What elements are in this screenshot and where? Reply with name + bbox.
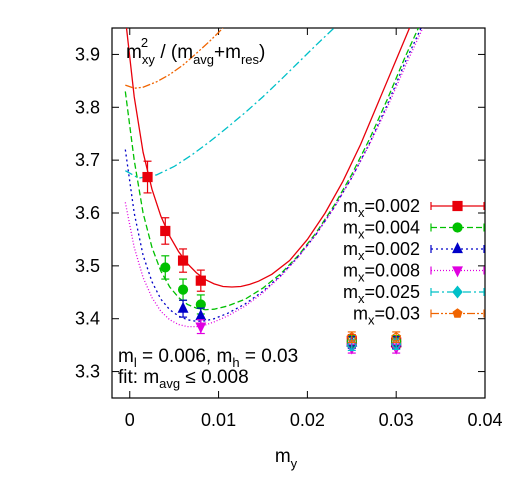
data-point-series-2 [177,278,189,301]
legend-item-6: mx=0.03 [353,304,485,328]
legend-marker [452,285,463,299]
fit-curve-series-6 [125,28,224,89]
data-point-series-1 [195,269,206,292]
axis-ticks: 0 0.01 0.02 0.03 0.04 3.3 3.4 3.5 3.6 3.7 3.8 3.9 [75,28,503,430]
plot-frame [111,27,486,399]
x-tick-label: 0 [125,410,135,430]
data-marker [391,331,402,342]
legend-item-3: mx=0.002 [343,239,485,263]
annotation-ratio: mxy2 / (mavg+mres) [126,35,265,67]
fit-curves [124,28,424,328]
legend-marker [452,222,463,233]
data-marker [195,275,206,286]
fit-curve-series-2 [124,28,419,311]
legend-item-2: mx=0.004 [343,218,485,242]
fit-curve-series-5 [125,28,335,179]
legend-label: mx=0.002 [343,239,420,263]
y-tick-label: 3.9 [75,44,100,64]
data-marker [177,255,189,266]
data-point-series-6 [391,331,402,344]
legend-marker [452,266,463,278]
data-point-series-4 [195,319,207,335]
x-axis-title: my [275,446,298,471]
annotation-fit: fit: mavg ≤ 0.008 [118,367,249,391]
data-point-series-2 [160,255,171,280]
y-tick-label: 3.5 [75,256,100,276]
x-tick-label: 0.01 [201,410,236,430]
data-marker [346,338,358,352]
fit-curve-series-1 [125,28,411,288]
data-marker [346,331,357,342]
data-point-series-3 [177,299,189,318]
legend-marker [452,200,463,212]
data-marker [195,309,207,321]
legend-item-5: mx=0.025 [343,282,485,306]
legend-label: mx=0.002 [343,196,420,220]
legend-item-4: mx=0.008 [343,261,485,285]
data-marker [177,284,189,295]
fit-curve-series-4 [124,28,424,328]
y-tick-label: 3.6 [75,203,100,223]
legend-label: mx=0.03 [353,304,420,328]
legend-label: mx=0.025 [343,282,420,306]
x-tick-label: 0.02 [290,410,325,430]
y-tick-label: 3.4 [75,309,100,329]
data-marker [142,171,153,183]
annotation-masses: ml = 0.006, mh = 0.03 [118,346,298,370]
legend-label: mx=0.004 [343,218,420,242]
legend: mx=0.002mx=0.004mx=0.002mx=0.008mx=0.025… [343,196,485,328]
legend-label: mx=0.008 [343,261,420,285]
data-point-series-6 [346,331,357,344]
data-marker [177,301,189,313]
data-point-series-1 [177,248,189,273]
x-tick-label: 0.03 [379,410,414,430]
data-marker [160,225,171,237]
legend-item-1: mx=0.002 [343,196,485,220]
y-tick-label: 3.3 [75,362,100,382]
data-point-series-1 [142,160,153,194]
data-points [142,160,402,355]
legend-marker [452,242,463,254]
y-tick-label: 3.7 [75,150,100,170]
legend-marker [452,308,463,318]
data-marker [160,262,171,273]
data-point-series-1 [160,217,171,245]
x-tick-label: 0.04 [467,410,502,430]
data-marker [195,322,207,334]
y-tick-label: 3.8 [75,97,100,117]
